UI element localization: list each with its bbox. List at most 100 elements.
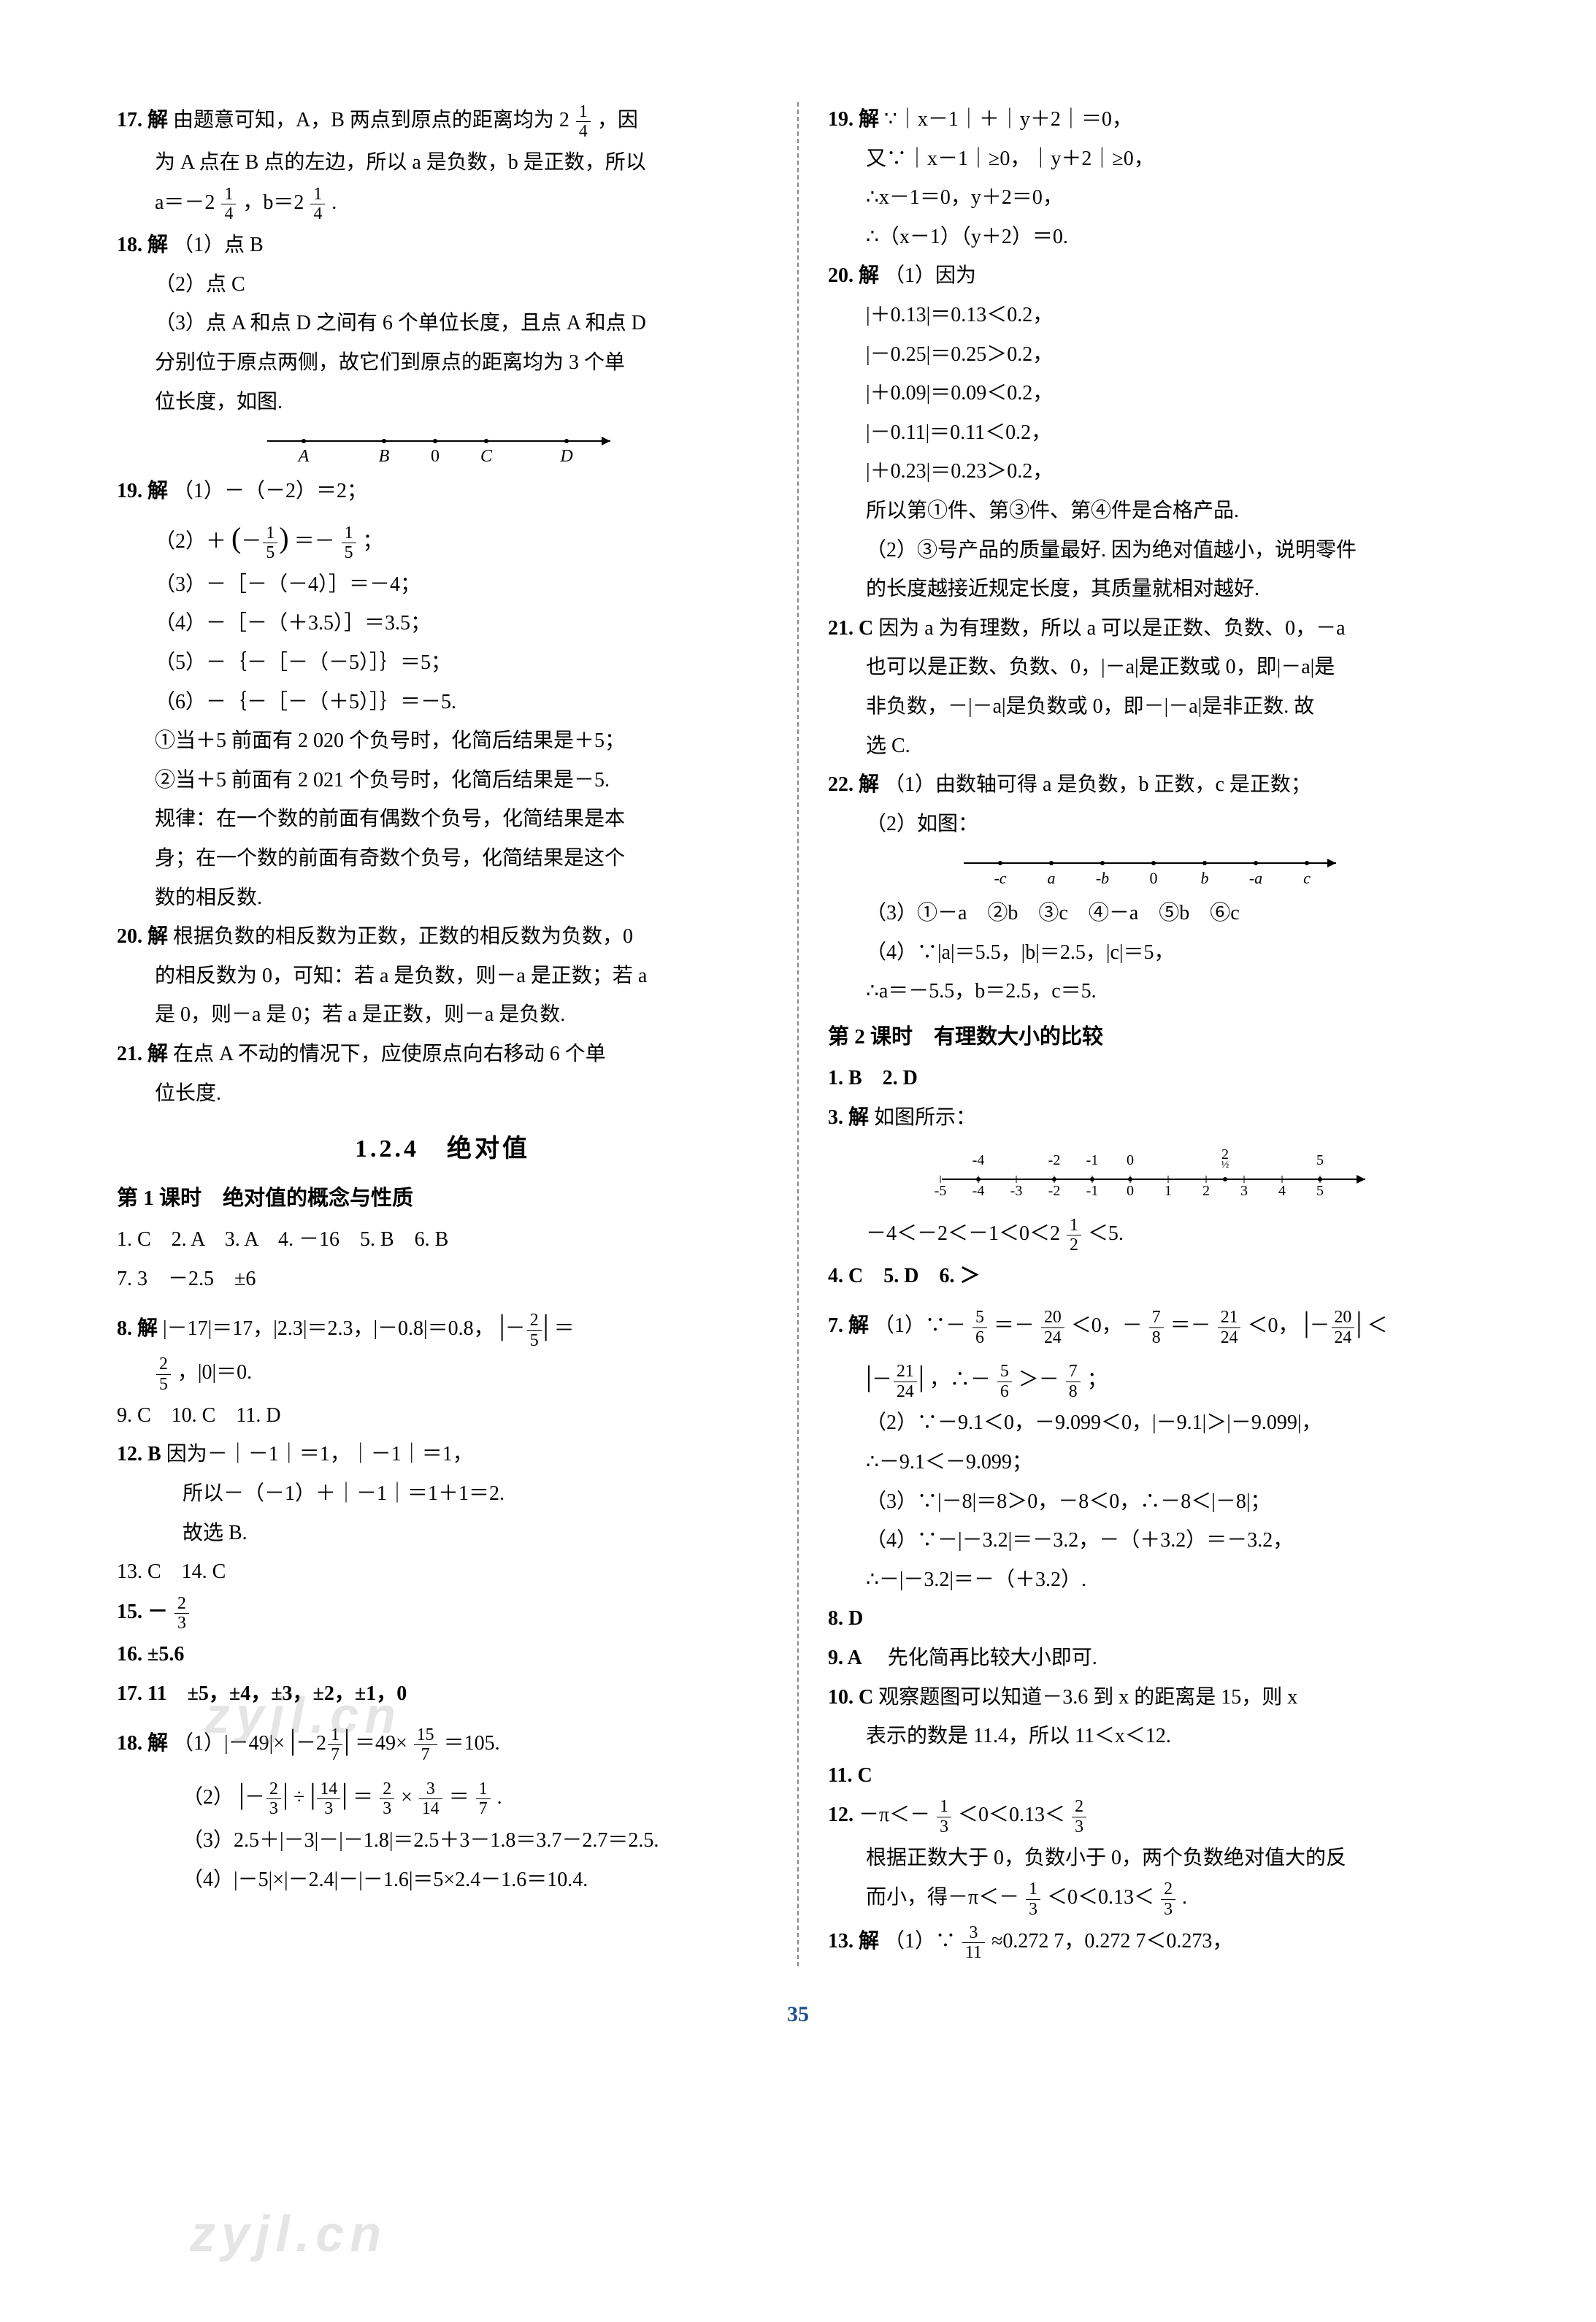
svg-text:C: C [480,447,493,466]
frac: 23 [1161,1880,1175,1918]
text: ＝105. [444,1732,500,1755]
q19-p4: （4）－［－（＋3.5）］＝3.5； [117,606,768,641]
svg-text:0: 0 [1127,1183,1134,1199]
frac: 23 [1072,1797,1086,1836]
text: （1）－（－2）＝2； [173,480,367,502]
text: ＝ [449,1786,469,1809]
svg-text:0: 0 [431,447,440,466]
row: 13. C 14. C [117,1555,768,1590]
q19-r4: 身；在一个数的前面有奇数个负号，化简结果是这个 [117,841,768,876]
label: 13. 解 [828,1930,879,1953]
q8-label: 8. 解 [117,1317,158,1340]
numberline-q3: -4 -2 -1 0 2½ 5 -5 -4 -3 -2 -1 0 1 2 3 4… [920,1143,1387,1208]
svg-text:-1: -1 [1086,1183,1099,1199]
svg-text:-2: -2 [1048,1152,1061,1168]
svg-text:4: 4 [1278,1183,1286,1199]
text: ＝49× [355,1732,407,1755]
text: 根据负数的相反数为正数，正数的相反数为负数，0 [173,925,633,948]
text: （2） [183,1786,234,1809]
r-q20-l2: |－0.25|＝0.25＞0.2， [828,337,1479,372]
svg-text:-4: -4 [972,1183,985,1199]
frac: 2024 [1332,1308,1355,1346]
text: ＜0＜0.13＜ [958,1804,1065,1827]
text: －π＜－ [859,1804,930,1827]
right-column: 19. 解 ∵｜x－1｜＋｜y＋2｜＝0， 又∵｜x－1｜≥0，｜y＋2｜≥0，… [828,102,1479,1966]
svg-text:B: B [379,447,390,466]
frac: 2024 [1041,1308,1064,1346]
r-q7-l5: （3）∵|－8|＝8＞0，－8＜0，∴－8＜|－8|； [828,1484,1479,1520]
column-divider [797,102,799,1966]
svg-text:5: 5 [1316,1183,1324,1199]
q20-label: 20. 解 [117,925,168,948]
r-q7-l4: ∴－9.1＜－9.099； [828,1445,1479,1480]
r-q22-l5: ∴a＝－5.5，b＝2.5，c＝5. [828,974,1479,1009]
text: ＝ [554,1317,575,1340]
text: ＜0，－ [1071,1314,1143,1337]
svg-text:-a: -a [1249,869,1262,887]
q19: 19. 解 （1）－（－2）＝2； [117,474,768,509]
svg-text:5: 5 [1316,1152,1324,1168]
svg-text:A: A [297,447,310,466]
q8: 8. 解 |－17|＝17，|2.3|＝2.3，|－0.8|＝0.8， |－25… [117,1300,768,1350]
text: ＜0， [1247,1314,1298,1337]
frac: 143 [317,1779,340,1818]
r-q20-l5: |＋0.23|＝0.23＞0.2， [828,454,1479,489]
r-q9: 9. A 先化简再比较大小即可. [828,1641,1479,1676]
text: ，∴－ [929,1368,991,1391]
frac: 14 [576,102,591,141]
frac: 14 [221,185,236,223]
text: ＝－ [994,1314,1035,1337]
q12-label: 12. B [117,1443,161,1465]
q19-r3: 规律：在一个数的前面有偶数个负号，化简结果是本 [117,802,768,837]
text: （1）点 B [173,234,264,256]
r-q7: 7. 解 （1）∵－ 56 ＝－ 2024 ＜0，－ 78 ＝－ 2124 ＜0… [828,1298,1479,1347]
svg-text:-c: -c [994,869,1006,887]
r-q10-l2: 表示的数是 11.4，所以 11＜x＜12. [828,1719,1479,1754]
svg-text:0: 0 [1127,1152,1134,1168]
svg-text:2: 2 [1202,1183,1210,1199]
r-q12: 12. －π＜－ 13 ＜0＜0.13＜ 23 [828,1797,1479,1836]
q16: 16. ±5.6 [117,1637,768,1672]
frac: 13 [1026,1880,1040,1918]
page-number: 35 [117,1996,1479,2033]
text: ∵｜x－1｜＋｜y＋2｜＝0， [884,108,1132,131]
svg-text:c: c [1303,869,1311,887]
q18: 18. 解 （1）点 B [117,228,768,263]
text: a＝－2 [155,191,215,214]
label: 10. C [828,1686,873,1709]
q17-line: a＝－2 14 ，b＝2 14 . [117,185,768,223]
r-q22-l4: （4）∵|a|＝5.5，|b|＝2.5，|c|＝5， [828,935,1479,970]
frac: 2124 [1218,1308,1241,1346]
text: ≈0.272 7，0.272 7＜0.273， [991,1930,1232,1953]
svg-text:-5: -5 [935,1183,947,1199]
r-q20-l3: |＋0.09|＝0.09＜0.2， [828,376,1479,411]
numberline-abcd: A B 0 C D [253,426,632,467]
r-q13: 13. 解 （1）∵ 311 ≈0.272 7，0.272 7＜0.273， [828,1923,1479,1962]
r-q7-l7: ∴－|－3.2|＝－（＋3.2）. [828,1563,1479,1598]
r-q10: 10. C 观察题图可以知道－3.6 到 x 的距离是 15，则 x [828,1680,1479,1715]
text: （1）∵－ [874,1314,966,1337]
q18-p2: （2）点 C [117,267,768,302]
row: 1. B 2. D [828,1061,1479,1096]
r-q20-l7: （2）③号产品的质量最好. 因为绝对值越小，说明零件 [828,533,1479,568]
subsection: 第 1 课时 绝对值的概念与性质 [117,1181,768,1216]
text: ＝－ [1170,1314,1211,1337]
svg-text:-1: -1 [1086,1152,1099,1168]
frac: 311 [962,1923,985,1962]
frac: 56 [997,1362,1012,1401]
q20: 20. 解 根据负数的相反数为正数，正数的相反数为负数，0 [117,919,768,954]
frac: 17 [328,1725,342,1764]
frac: 25 [156,1354,171,1393]
q17-text: ，因 [597,109,638,131]
subsection: 第 2 课时 有理数大小的比较 [828,1019,1479,1055]
q20-l3: 是 0，则－a 是 0；若 a 是正数，则－a 是负数. [117,997,768,1032]
text: ； [1087,1368,1108,1391]
r-q21-l4: 选 C. [828,729,1479,764]
r-q21-l2: 也可以是正数、负数、0，|－a|是正数或 0，即|－a|是 [828,650,1479,685]
text: ，|0|＝0. [177,1362,252,1384]
text: ，b＝2 [242,191,304,214]
frac: 23 [266,1779,281,1818]
q17: 17. 解 由题意可知，A，B 两点到原点的距离均为 2 14 ，因 [117,102,768,141]
r-q19-l2: 又∵｜x－1｜≥0，｜y＋2｜≥0， [828,142,1479,177]
q19-label: 19. 解 [117,480,168,502]
